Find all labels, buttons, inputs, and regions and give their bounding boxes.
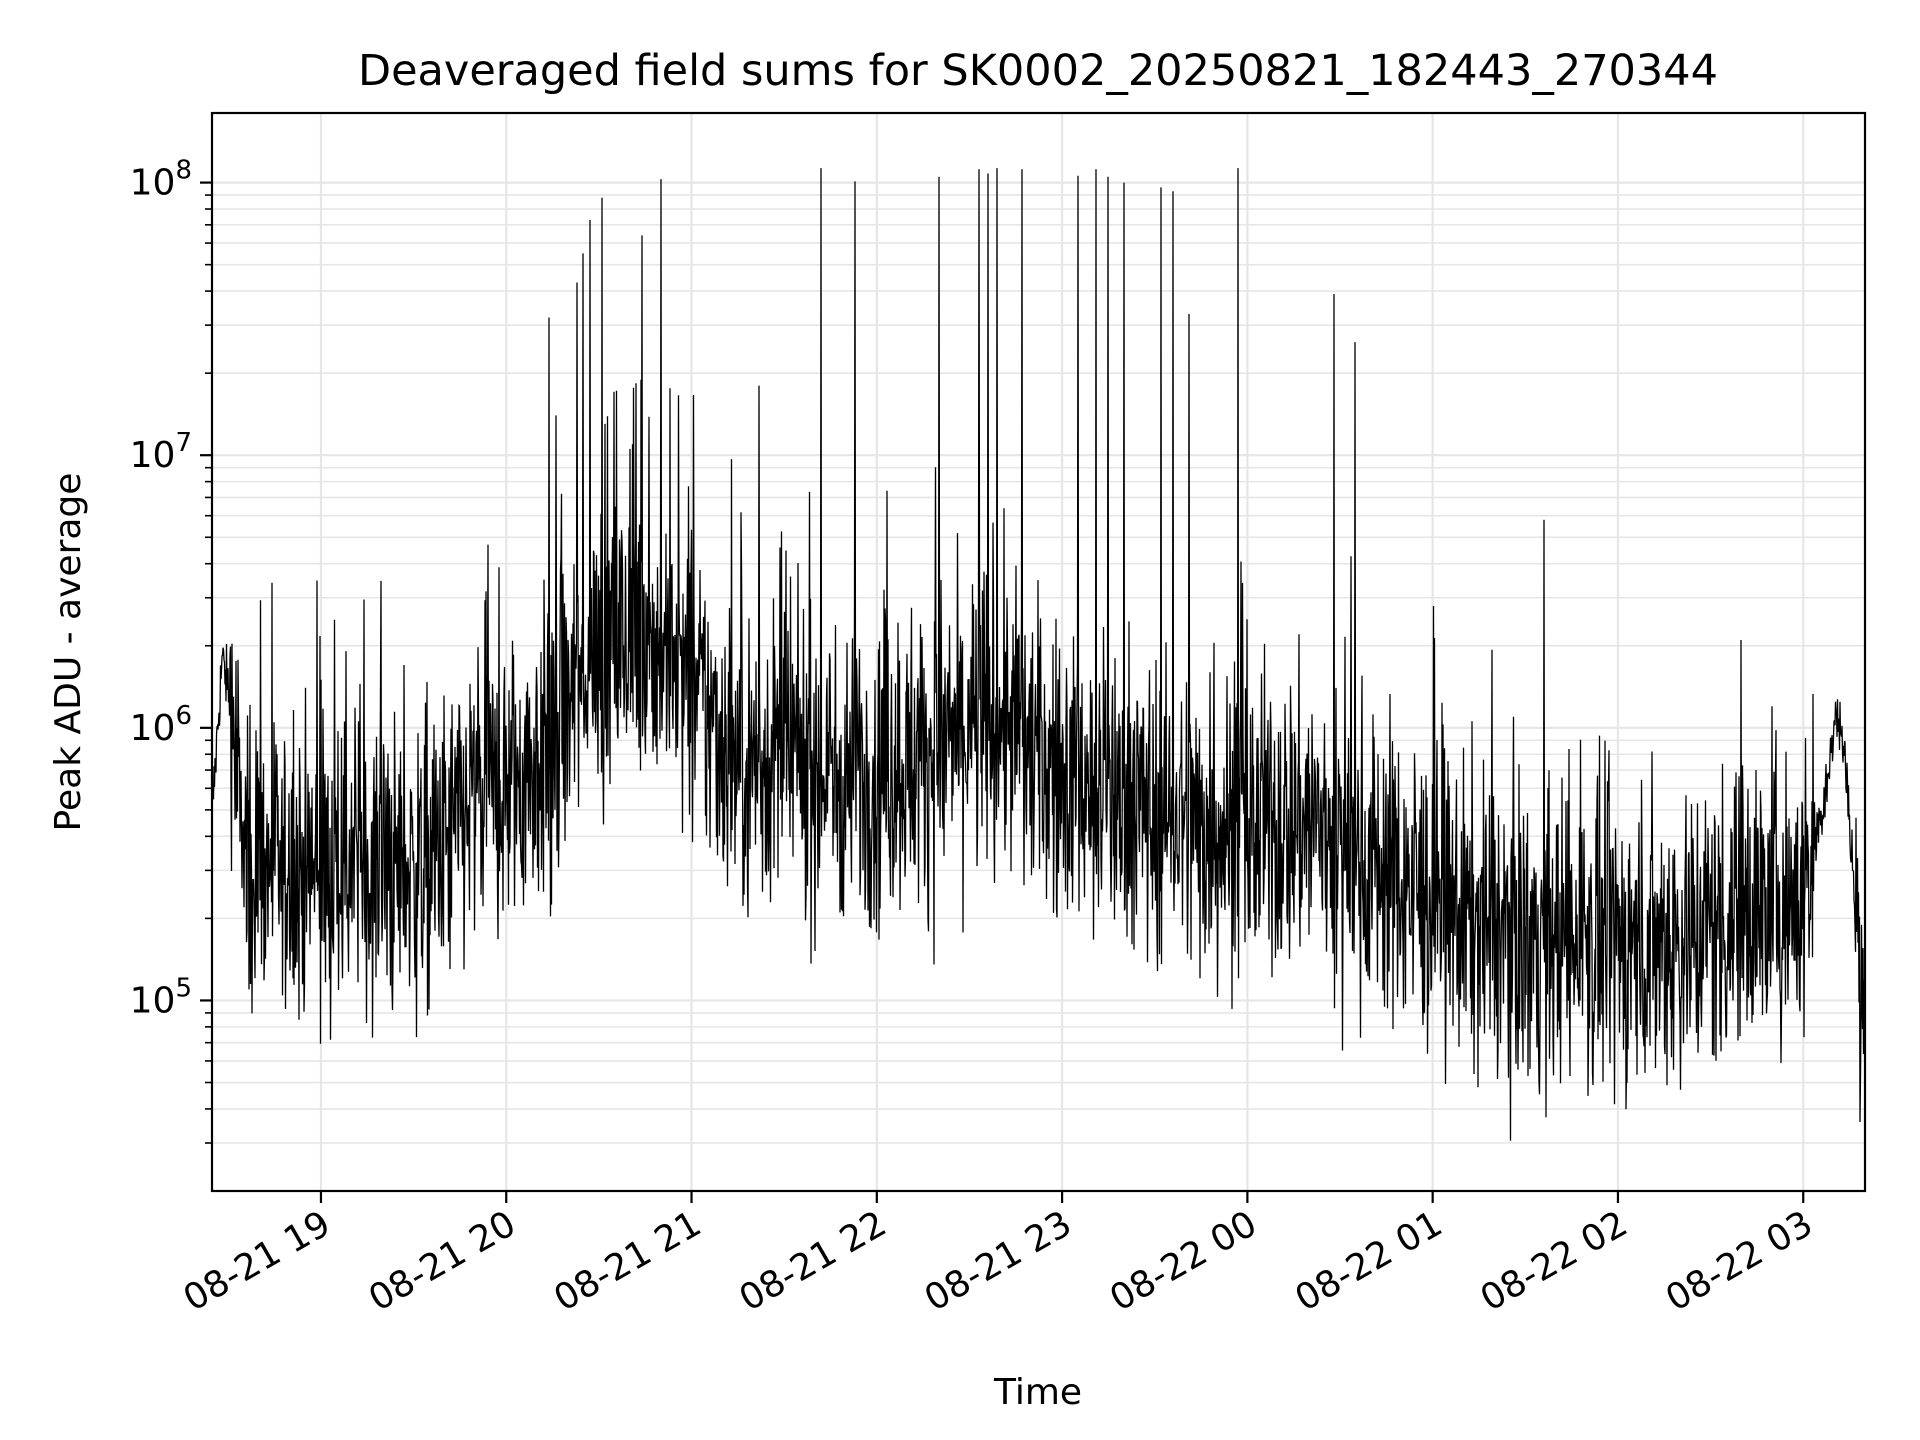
y-tick-label: 105	[130, 973, 192, 1021]
series-line	[211, 168, 1866, 1141]
y-axis-label: Peak ADU - average	[48, 473, 89, 832]
plot-frame	[210, 111, 1867, 1193]
chart-title: Deaveraged field sums for SK0002_2025082…	[358, 46, 1718, 96]
y-axis-ticks: 105 106 107 108	[130, 156, 212, 1144]
data-series	[211, 168, 1866, 1141]
y-tick-label: 108	[130, 156, 192, 204]
y-tick-label: 107	[130, 428, 192, 476]
y-tick-label: 106	[130, 701, 192, 749]
x-axis-label: Time	[993, 1372, 1082, 1413]
